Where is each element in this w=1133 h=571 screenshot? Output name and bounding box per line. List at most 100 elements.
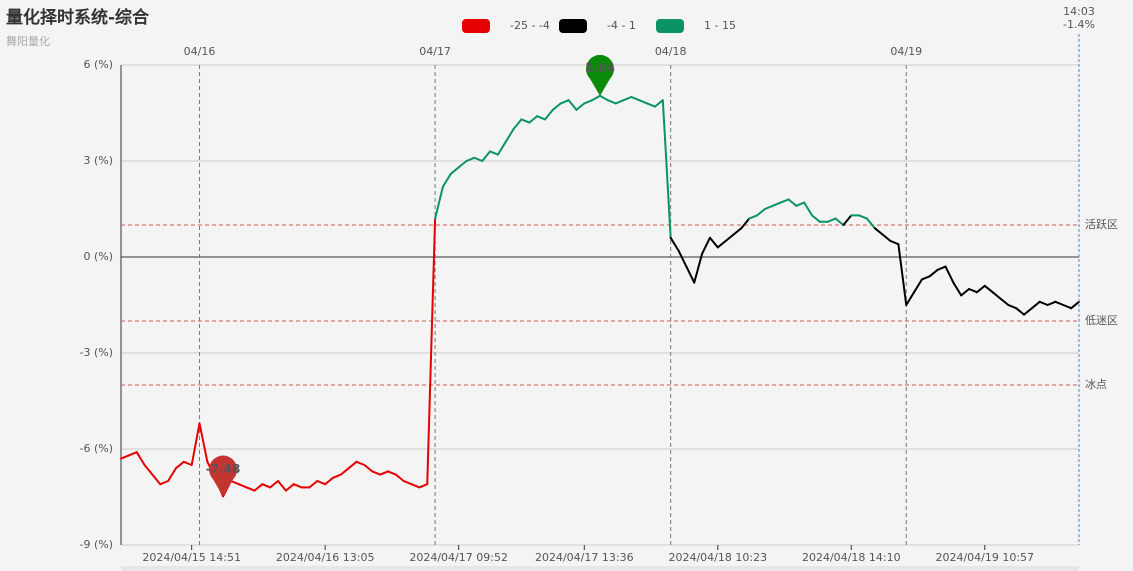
line-segment (1062, 304, 1073, 310)
scrollbar[interactable] (121, 566, 1079, 571)
line-segment (653, 99, 664, 108)
line-segment (873, 227, 884, 236)
line-segment (567, 99, 578, 111)
line-segment (842, 214, 853, 226)
day-label: 04/17 (419, 45, 451, 58)
line-segment (724, 233, 735, 242)
line-segment (803, 201, 814, 217)
x-tick-label: 2024/04/16 13:05 (276, 551, 375, 564)
line-segment (410, 483, 421, 489)
line-segment (1015, 307, 1026, 316)
line-segment (708, 236, 719, 249)
pin (209, 455, 238, 497)
line-segment (865, 217, 876, 230)
line-segment (826, 217, 837, 223)
line-segment (952, 281, 963, 297)
line-segment (575, 102, 586, 111)
line-segment (449, 166, 460, 175)
x-tick-label: 2024/04/19 10:57 (935, 551, 1034, 564)
ref-label: 冰点 (1085, 378, 1107, 391)
line-segment (897, 243, 908, 306)
line-segment (701, 236, 711, 255)
line-segment (905, 291, 916, 306)
line-segment (638, 99, 649, 105)
x-tick-label: 2024/04/17 13:36 (535, 551, 634, 564)
line-segment (646, 102, 656, 108)
line-segment (261, 483, 272, 489)
line-segment (402, 480, 413, 486)
chart-subtitle: 舞阳量化 (6, 34, 50, 48)
line-segment (496, 140, 507, 156)
line-segment (1046, 300, 1057, 306)
x-tick-label: 2024/04/18 10:23 (668, 551, 767, 564)
line-segment (677, 249, 688, 268)
line-segment (174, 460, 185, 470)
line-segment (379, 470, 389, 476)
line-segment (669, 236, 680, 252)
line-segment (960, 288, 971, 297)
x-tick-label: 2024/04/17 09:52 (409, 551, 508, 564)
line-segment (968, 288, 978, 294)
line-segment (159, 480, 170, 486)
line-segment (858, 214, 868, 220)
line-segment (614, 99, 625, 105)
line-segment (339, 467, 350, 476)
line-segment (1038, 300, 1049, 306)
line-segment (347, 460, 358, 470)
line-segment (748, 214, 759, 220)
line-segment (685, 265, 696, 284)
line-segment (426, 217, 437, 486)
line-segment (434, 185, 444, 220)
line-segment (583, 99, 594, 105)
line-segment (591, 94, 601, 102)
line-segment (936, 265, 947, 271)
legend-swatch (462, 19, 490, 33)
line-segment (1030, 300, 1041, 310)
line-segment (229, 480, 240, 486)
line-segment (795, 201, 806, 207)
line-segment (606, 99, 617, 105)
day-label: 04/19 (890, 45, 922, 58)
day-label: 04/18 (655, 45, 687, 58)
line-segment (740, 217, 751, 230)
line-segment (928, 268, 939, 278)
line-segment (324, 476, 335, 486)
line-segment (386, 470, 397, 476)
legend-label: -4 - 1 (607, 19, 636, 32)
line-segment (167, 467, 177, 482)
line-segment (237, 483, 248, 489)
line-segment (693, 252, 704, 284)
line-segment (120, 454, 130, 460)
line-segment (489, 150, 499, 156)
line-segment (316, 480, 327, 486)
line-segment (143, 464, 154, 476)
line-segment (787, 198, 798, 207)
line-segment (465, 156, 476, 162)
line-segment (544, 108, 554, 121)
line-segment (881, 233, 892, 242)
line-segment (920, 275, 931, 281)
line-segment (975, 284, 986, 294)
y-tick-label: 6 (%) (83, 58, 113, 71)
line-segment (253, 483, 264, 492)
line-segment (292, 483, 303, 489)
line-segment (504, 128, 515, 143)
line-segment (661, 99, 672, 239)
line-segment (1007, 304, 1018, 310)
line-segment (245, 486, 256, 492)
line-segment (481, 150, 492, 162)
legend-swatch (559, 19, 587, 33)
line-segment (284, 483, 295, 492)
line-segment (559, 99, 570, 105)
line-segment (763, 204, 774, 210)
line-segment (599, 94, 609, 102)
ref-label: 低迷区 (1085, 314, 1118, 327)
line-segment (889, 240, 900, 246)
line-segment (190, 422, 201, 466)
line-segment (991, 291, 1002, 300)
line-segment (732, 227, 743, 236)
line-segment (983, 284, 994, 294)
line-segment (630, 96, 641, 102)
line-segment (127, 451, 138, 457)
